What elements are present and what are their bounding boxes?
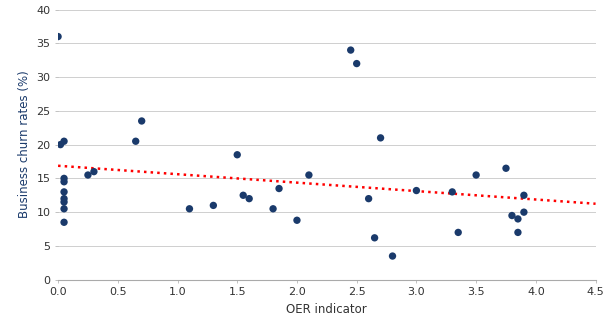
Point [268,206,278,212]
Point [376,135,386,140]
Point [412,188,422,193]
Point [137,118,146,124]
Point [239,193,248,198]
Point [370,235,379,240]
Point [59,189,69,195]
Point [59,139,69,144]
Point [53,34,63,39]
Point [59,220,69,225]
Y-axis label: Business churn rates (%): Business churn rates (%) [18,71,30,218]
Point [472,173,481,178]
Point [59,206,69,212]
Point [59,199,69,205]
Point [501,166,511,171]
Point [387,254,397,259]
Point [131,139,140,144]
Point [519,193,529,198]
Point [352,61,362,66]
Point [447,189,457,195]
Point [304,173,314,178]
Point [209,203,218,208]
Point [513,230,523,235]
Point [244,196,254,201]
Point [56,142,65,147]
Point [59,196,69,201]
Point [346,48,356,53]
Point [59,176,69,181]
Point [89,169,99,174]
Point [364,196,373,201]
Point [292,218,302,223]
Point [59,179,69,184]
Point [232,152,242,157]
Point [83,173,93,178]
Point [513,216,523,221]
Point [507,213,517,218]
Point [185,206,195,212]
Point [453,230,463,235]
X-axis label: OER indicator: OER indicator [287,303,367,316]
Point [519,210,529,215]
Point [274,186,284,191]
